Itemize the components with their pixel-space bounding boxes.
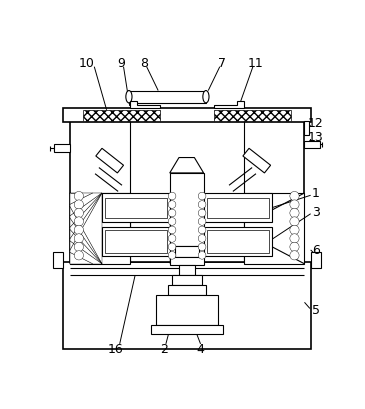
Bar (172, 276, 202, 285)
Bar (175, 247, 199, 257)
Polygon shape (311, 253, 322, 268)
Bar (70, 193, 102, 264)
Text: 16: 16 (108, 342, 124, 355)
Bar (151, 325, 223, 334)
Bar (129, 91, 206, 103)
Bar (54, 145, 70, 153)
Circle shape (74, 234, 84, 243)
Bar (304, 122, 309, 136)
Text: 1: 1 (312, 187, 320, 200)
Circle shape (198, 235, 206, 243)
Circle shape (290, 226, 299, 235)
Text: 10: 10 (78, 56, 95, 70)
Circle shape (198, 193, 206, 200)
Circle shape (74, 217, 84, 227)
Bar (170, 257, 204, 265)
Polygon shape (170, 158, 204, 173)
Circle shape (198, 252, 206, 260)
Bar (84, 110, 161, 121)
Circle shape (290, 243, 299, 252)
Bar (168, 285, 206, 296)
Bar (207, 198, 269, 218)
Circle shape (290, 192, 299, 201)
Text: 5: 5 (312, 304, 320, 317)
Circle shape (198, 201, 206, 209)
Bar (214, 110, 291, 121)
Text: 11: 11 (248, 56, 264, 70)
Bar (102, 227, 170, 256)
Circle shape (74, 200, 84, 210)
Bar (179, 265, 195, 276)
Polygon shape (243, 149, 270, 173)
Polygon shape (245, 193, 304, 264)
Bar (102, 193, 170, 222)
Ellipse shape (203, 91, 209, 103)
Bar (105, 230, 167, 254)
Polygon shape (70, 193, 130, 264)
Bar (204, 193, 272, 222)
Bar (156, 296, 218, 325)
Bar (207, 230, 269, 254)
Circle shape (168, 243, 176, 251)
Text: 6: 6 (312, 244, 320, 257)
Circle shape (168, 210, 176, 217)
Circle shape (290, 234, 299, 243)
Circle shape (290, 209, 299, 218)
Circle shape (74, 243, 84, 252)
Circle shape (168, 201, 176, 209)
Polygon shape (53, 253, 64, 268)
Circle shape (198, 210, 206, 217)
Text: 8: 8 (140, 56, 148, 70)
Bar (170, 173, 204, 247)
Circle shape (290, 251, 299, 260)
Circle shape (168, 227, 176, 234)
Text: 7: 7 (218, 56, 226, 70)
Text: 13: 13 (308, 131, 324, 144)
Circle shape (74, 226, 84, 235)
Text: 12: 12 (308, 117, 324, 130)
Circle shape (74, 251, 84, 260)
Bar (304, 141, 320, 149)
Polygon shape (130, 101, 161, 109)
Text: 9: 9 (117, 56, 125, 70)
Circle shape (74, 192, 84, 201)
Circle shape (168, 218, 176, 226)
Circle shape (290, 217, 299, 227)
Bar (64, 263, 311, 348)
Polygon shape (96, 149, 123, 173)
Polygon shape (214, 101, 245, 109)
Bar (64, 109, 311, 123)
Text: 2: 2 (160, 342, 168, 355)
Circle shape (168, 193, 176, 200)
Circle shape (198, 218, 206, 226)
Bar (204, 227, 272, 256)
Text: 4: 4 (197, 342, 204, 355)
Circle shape (168, 235, 176, 243)
Ellipse shape (126, 91, 132, 103)
Circle shape (290, 200, 299, 210)
Bar (70, 122, 304, 263)
Circle shape (168, 252, 176, 260)
Circle shape (74, 209, 84, 218)
Text: 3: 3 (312, 205, 320, 218)
Bar (105, 198, 167, 218)
Circle shape (198, 243, 206, 251)
Circle shape (198, 227, 206, 234)
